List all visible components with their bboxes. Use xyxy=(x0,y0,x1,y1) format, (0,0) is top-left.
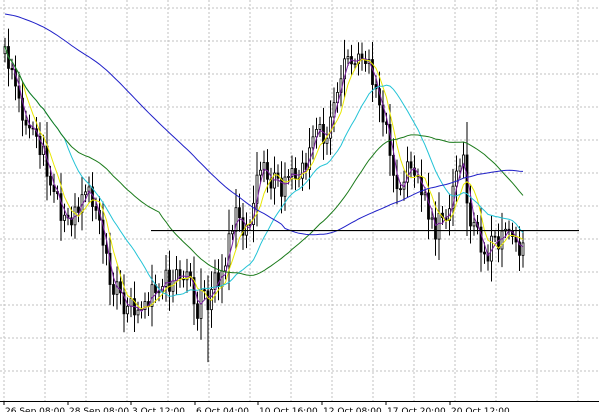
candle-body xyxy=(283,176,287,197)
candle-body xyxy=(430,217,434,220)
candle-body xyxy=(59,193,63,221)
candle-body xyxy=(206,290,210,311)
candle-body xyxy=(94,206,98,211)
candle-body xyxy=(287,176,290,178)
candle-body xyxy=(280,177,283,197)
candle-body xyxy=(24,119,28,126)
candle-body xyxy=(406,161,409,183)
moving-average-lines xyxy=(4,13,524,313)
candle-body xyxy=(329,116,332,139)
candle-body xyxy=(49,175,52,186)
moving-average-line-3 xyxy=(4,46,524,297)
candle-body xyxy=(241,217,245,236)
candle-body xyxy=(521,242,525,256)
candle-body xyxy=(451,185,455,210)
candle-body xyxy=(112,284,115,295)
moving-average-line-4 xyxy=(4,46,524,276)
candle-body xyxy=(346,56,350,60)
candle-body xyxy=(518,241,521,256)
chart-grid xyxy=(0,0,599,401)
candle-body xyxy=(311,136,315,149)
candle-body xyxy=(126,305,129,315)
candle-body xyxy=(129,298,133,307)
candle-body xyxy=(353,63,357,66)
candle-body xyxy=(178,269,182,279)
candle-body xyxy=(28,124,31,129)
candle-body xyxy=(150,284,154,307)
candle-body xyxy=(318,124,322,130)
candle-body xyxy=(497,236,500,250)
candle-body xyxy=(234,207,238,232)
candle-body xyxy=(455,170,458,187)
candle-body xyxy=(105,244,108,254)
candle-body xyxy=(63,214,66,221)
candle-body xyxy=(360,53,364,60)
candle-body xyxy=(374,84,378,90)
x-tick-label: 28 Sep 08:00 xyxy=(69,407,129,412)
candle-body xyxy=(122,292,126,315)
x-tick-label: 6 Oct 04:00 xyxy=(196,407,249,412)
candle-body xyxy=(84,191,87,196)
candle-body xyxy=(409,161,413,169)
candle-body xyxy=(259,169,262,176)
candle-body xyxy=(238,207,241,219)
candle-body xyxy=(231,230,234,235)
x-tick-label: 10 Oct 16:00 xyxy=(259,407,318,412)
candle-body xyxy=(164,269,168,287)
candle-body xyxy=(119,281,122,294)
candle-body xyxy=(136,309,140,316)
candle-body xyxy=(472,221,476,227)
candle-body xyxy=(157,291,161,294)
candle-body xyxy=(196,303,199,319)
candle-body xyxy=(322,124,325,144)
candle-body xyxy=(423,192,427,196)
candle-body xyxy=(38,135,42,155)
candle-body xyxy=(462,154,465,167)
candle-body xyxy=(325,137,329,144)
candle-body xyxy=(500,230,504,250)
candle-body xyxy=(395,174,399,190)
moving-average-line-2 xyxy=(4,46,524,310)
candle-body xyxy=(357,53,360,65)
candle-body xyxy=(203,289,206,292)
candle-body xyxy=(434,217,437,240)
x-tick-label: 26 Sep 08:00 xyxy=(5,407,65,412)
candle-body xyxy=(70,217,73,226)
candle-body xyxy=(77,206,80,213)
candle-body xyxy=(486,253,490,262)
candle-body xyxy=(493,235,497,238)
candle-body xyxy=(332,102,336,118)
candle-body xyxy=(458,165,462,172)
candle-body xyxy=(427,192,430,220)
candle-body xyxy=(213,272,217,290)
candle-body xyxy=(143,301,147,310)
x-tick-label: 17 Oct 20:00 xyxy=(387,407,446,412)
candle-body xyxy=(301,162,304,179)
x-tick-label: 20 Oct 12:00 xyxy=(451,407,510,412)
candle-body xyxy=(21,97,24,121)
candle-body xyxy=(399,188,402,191)
candle-series xyxy=(3,28,525,363)
x-axis-ticks: 26 Sep 08:00 28 Sep 08:00 3 Oct 12:00 6 Oct… xyxy=(3,401,510,412)
x-tick-label: 12 Oct 08:00 xyxy=(323,407,382,412)
candle-body xyxy=(10,67,14,71)
candle-body xyxy=(479,226,483,253)
x-tick-label: 3 Oct 12:00 xyxy=(132,407,185,412)
candle-body xyxy=(469,202,472,227)
candle-body xyxy=(185,271,189,281)
candle-body xyxy=(290,168,294,177)
candle-body xyxy=(168,269,171,292)
candle-body xyxy=(483,251,486,255)
candle-body xyxy=(227,233,231,267)
candle-body xyxy=(108,252,112,285)
candle-body xyxy=(437,212,441,240)
moving-average-line-5 xyxy=(4,13,524,236)
moving-average-line-1 xyxy=(4,46,524,313)
candle-body xyxy=(392,154,395,176)
candle-body xyxy=(101,219,105,246)
candle-body xyxy=(294,168,297,180)
